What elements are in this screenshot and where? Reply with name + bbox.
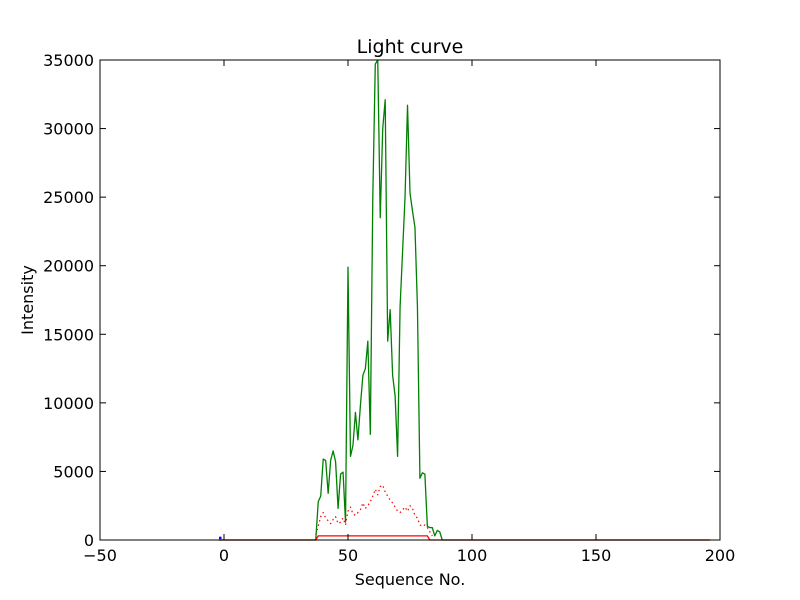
y-tick-label: 10000 <box>43 394 94 413</box>
y-tick-label: 25000 <box>43 188 94 207</box>
x-axis-label: Sequence No. <box>355 570 466 589</box>
x-tick-label: 100 <box>457 546 488 565</box>
y-tick-label: 0 <box>84 531 94 550</box>
series-line-1 <box>315 484 433 537</box>
y-tick-label: 5000 <box>53 462 94 481</box>
x-tick-label: 200 <box>705 546 736 565</box>
series-line-2 <box>219 535 711 541</box>
x-tick-label: 150 <box>581 546 612 565</box>
x-tick-label: 0 <box>219 546 229 565</box>
y-tick-label: 20000 <box>43 257 94 276</box>
series-line-0 <box>219 59 711 541</box>
y-tick-label: 30000 <box>43 120 94 139</box>
y-tick-label: 15000 <box>43 325 94 344</box>
chart-title: Light curve <box>357 36 464 58</box>
x-tick-label: 50 <box>338 546 358 565</box>
series-layer <box>219 59 711 541</box>
y-tick-label: 35000 <box>43 51 94 70</box>
ticks-layer: −50 0 50 100 150 2000500010000150002000025000… <box>43 51 735 565</box>
x-tick-label: −50 <box>83 546 117 565</box>
y-axis-label: Intensity <box>18 265 37 335</box>
plot-frame <box>99 59 721 541</box>
